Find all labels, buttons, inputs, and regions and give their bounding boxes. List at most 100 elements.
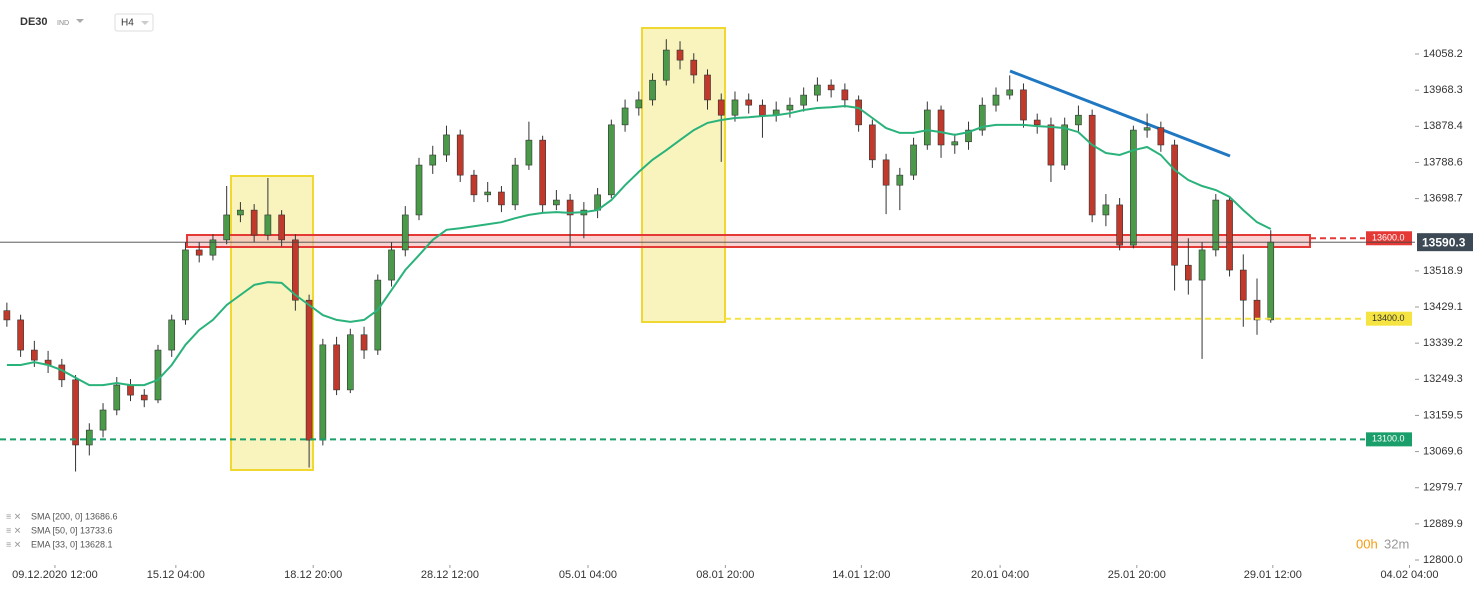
candle-body (676, 49, 684, 61)
candle-body (1102, 204, 1110, 216)
candle-body (1033, 119, 1041, 126)
trend-line (1009, 69, 1231, 158)
indicator: SMA [200, 0] 13686.6 (31, 511, 118, 521)
candle-body (250, 209, 258, 236)
indicator-icon[interactable]: ≡ ✕ (6, 525, 21, 535)
y-tick-label: 13968.3 (1423, 84, 1463, 96)
x-tick-label: 25.01 20:00 (1108, 569, 1166, 581)
candle-body (456, 134, 464, 176)
y-tick-label: 12800.0 (1423, 554, 1463, 566)
candle-body (553, 199, 560, 206)
symbol: DE30 (20, 16, 48, 28)
x-tick-label: 08.01 20:00 (696, 569, 754, 581)
candle-body (333, 344, 340, 391)
level-label: 13400.0 (1372, 313, 1405, 323)
candle-body (759, 104, 766, 116)
indicator-legend: ≡ ✕ SMA [200, 0] 13686.6 ≡ ✕ SMA [50, 0]… (6, 511, 118, 549)
candle-body (1185, 264, 1192, 281)
level-label-box (1366, 432, 1412, 447)
highlight-box (641, 27, 726, 323)
candle-body (1020, 89, 1027, 121)
y-tick-label: 12979.7 (1423, 482, 1463, 494)
level-label: 13600.0 (1372, 233, 1405, 243)
level-label-box (1366, 311, 1412, 326)
candle-body (1239, 269, 1247, 301)
candle-body (292, 239, 299, 301)
x-tick-label: 09.12.2020 12:00 (12, 569, 98, 581)
candle-body (470, 174, 478, 196)
candle-body (278, 214, 285, 241)
candle-body (1226, 199, 1233, 271)
candle-body (1088, 114, 1096, 216)
candle-body (1157, 127, 1165, 146)
candle-body (539, 139, 546, 206)
x-tick-label: 28.12 12:00 (421, 569, 479, 581)
dropdown-arrow[interactable] (76, 19, 84, 23)
candle-body (85, 429, 93, 446)
candle-body (168, 319, 176, 351)
y-tick-label: 13159.5 (1423, 409, 1463, 421)
candle-body (319, 344, 327, 441)
y-tick-label: 14058.2 (1423, 48, 1463, 60)
indicator: EMA [33, 0] 13628.1 (31, 539, 113, 549)
candle-body (31, 349, 38, 361)
moving-average (6, 104, 1272, 387)
candle-body (731, 99, 739, 116)
last-price-box (1417, 233, 1473, 252)
candle-body (841, 89, 849, 101)
candle-body (429, 154, 437, 166)
indicator-icon[interactable]: ≡ ✕ (6, 511, 21, 521)
candle-body (649, 79, 656, 101)
candle-body (388, 249, 395, 281)
candle-body (3, 310, 11, 321)
candle-body (992, 94, 1000, 106)
candle-body (360, 334, 368, 351)
candle-body (72, 379, 79, 446)
candle-body (690, 59, 698, 76)
candle-body (264, 214, 272, 236)
candle-body (635, 99, 643, 109)
candle-body (498, 191, 505, 206)
symbol-type: IND (57, 20, 69, 27)
timer-hours: 00h (1356, 536, 1378, 551)
candle-body (745, 99, 753, 106)
candle-body (223, 214, 230, 241)
candle-body (800, 94, 807, 106)
x-tick-label: 14.01 12:00 (832, 569, 890, 581)
candle-body (1006, 89, 1014, 96)
candle-body (978, 104, 986, 131)
candle-body (923, 109, 931, 146)
x-tick-label: 29.01 12:00 (1244, 569, 1302, 581)
indicator: SMA [50, 0] 13733.6 (31, 525, 113, 535)
y-tick-label: 13069.6 (1423, 445, 1463, 457)
candle-body (401, 214, 409, 251)
candle-body (154, 349, 162, 401)
candle-body (1047, 124, 1055, 166)
dropdown-arrow (141, 21, 149, 25)
interval-select[interactable] (114, 13, 154, 32)
candle-body (704, 74, 711, 101)
candle-body (1253, 299, 1261, 321)
interval: H4 (121, 18, 134, 29)
indicator-icon[interactable]: ≡ ✕ (6, 539, 21, 549)
candle-body (346, 334, 354, 391)
candle-body (374, 279, 382, 351)
candle-body (1198, 249, 1206, 281)
candle-body (566, 199, 574, 216)
y-tick-label: 13518.9 (1423, 265, 1463, 277)
x-tick-label: 18.12 20:00 (284, 569, 342, 581)
candle-body (786, 104, 794, 111)
x-tick-label: 20.01 04:00 (971, 569, 1029, 581)
y-tick-label: 13878.4 (1423, 120, 1463, 132)
candle-body (305, 299, 313, 441)
candle-body (182, 249, 189, 321)
candle-body (415, 164, 423, 216)
candle-body (1212, 199, 1220, 251)
x-tick-label: 15.12 04:00 (147, 569, 205, 581)
x-tick-label: 04.02 04:00 (1380, 569, 1438, 581)
y-tick-label: 13788.6 (1423, 156, 1463, 168)
candle-body (951, 141, 959, 146)
candle-body (1171, 144, 1178, 266)
candle-body (717, 99, 725, 116)
